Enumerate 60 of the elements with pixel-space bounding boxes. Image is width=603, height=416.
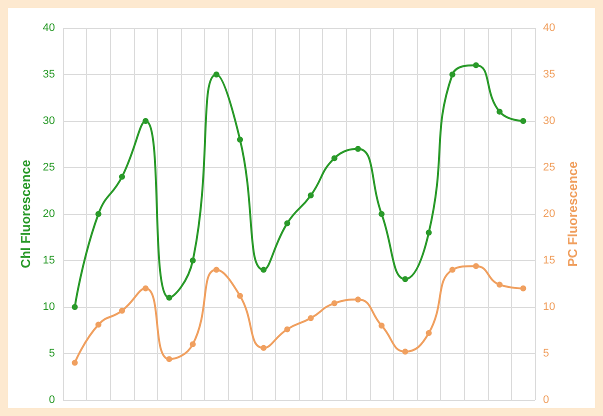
y-tick-label: 40 (42, 22, 55, 34)
point (166, 294, 172, 301)
point (402, 348, 408, 355)
y2-tick-label: 25 (543, 162, 556, 174)
point (237, 136, 243, 143)
point (119, 174, 125, 180)
y2-tick-label: 10 (543, 301, 556, 313)
point (166, 356, 172, 362)
y2-tick-label: 35 (543, 68, 556, 80)
point (520, 118, 526, 124)
point (237, 292, 243, 299)
y-tick-label: 25 (42, 162, 55, 174)
point (426, 230, 432, 236)
point (119, 308, 125, 314)
y-tick-label: 30 (42, 115, 55, 127)
point (378, 322, 385, 329)
point (213, 266, 220, 273)
point (496, 282, 503, 288)
y2-axis-title: PC Fluorescence (565, 161, 580, 267)
y2-tick-label: 15 (543, 254, 556, 266)
point (449, 72, 456, 78)
point (496, 108, 503, 115)
point (95, 322, 102, 328)
point (355, 146, 361, 152)
y2-tick-label: 20 (543, 208, 556, 220)
point (95, 211, 102, 217)
point (142, 118, 149, 124)
point (331, 300, 338, 306)
point (449, 266, 456, 273)
point (473, 263, 479, 270)
y-axis-title: Chl Fluorescence (18, 160, 33, 268)
point (284, 220, 290, 226)
point (72, 304, 78, 310)
point (190, 258, 196, 264)
y-tick-label: 5 (48, 348, 55, 360)
y-tick-label: 35 (42, 68, 55, 80)
y2-tick-label: 0 (543, 394, 550, 406)
y-tick-label: 0 (48, 394, 55, 406)
point (426, 330, 432, 336)
y-tick-label: 15 (42, 254, 55, 266)
point (190, 341, 196, 348)
point (308, 315, 314, 322)
point (402, 276, 408, 282)
point (308, 192, 314, 198)
point (260, 344, 267, 351)
y2-tick-label: 30 (543, 115, 556, 127)
point (355, 296, 361, 303)
point (378, 211, 385, 217)
y2-tick-label: 40 (543, 22, 556, 34)
point (213, 72, 220, 78)
point (520, 285, 526, 292)
point (142, 285, 149, 292)
point (473, 62, 479, 68)
point (260, 266, 267, 273)
y2-tick-label: 5 (543, 348, 550, 360)
y-tick-label: 20 (42, 208, 55, 220)
point (331, 155, 338, 162)
point (284, 326, 290, 332)
y-tick-label: 10 (42, 301, 55, 313)
point (72, 360, 78, 366)
